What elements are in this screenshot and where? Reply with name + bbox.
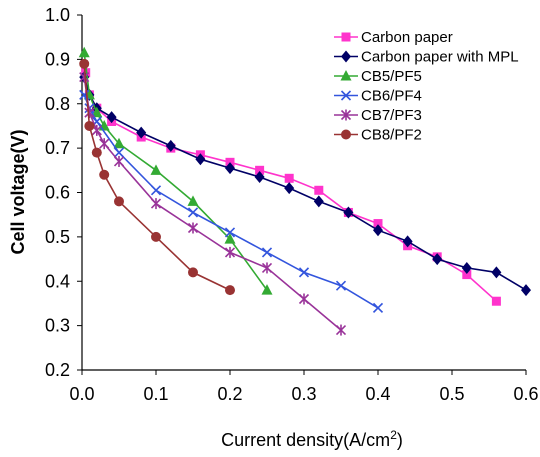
legend-label: CB6/PF4 bbox=[361, 88, 422, 105]
legend-item: CB6/PF4 bbox=[334, 88, 422, 105]
data-point bbox=[225, 285, 235, 296]
data-point bbox=[261, 262, 273, 274]
data-point bbox=[491, 266, 502, 279]
y-tick-label: 0.7 bbox=[45, 138, 70, 158]
data-point bbox=[284, 182, 295, 195]
data-point bbox=[255, 165, 265, 175]
data-point bbox=[113, 137, 125, 149]
data-point bbox=[373, 224, 383, 237]
data-point bbox=[284, 173, 294, 183]
data-point bbox=[78, 46, 90, 58]
legend-item: Carbon paper bbox=[334, 29, 453, 46]
series-cb6-pf4 bbox=[79, 89, 384, 313]
data-point bbox=[432, 253, 443, 266]
series-cb7-pf3 bbox=[79, 71, 347, 336]
data-point bbox=[224, 246, 236, 258]
series-carbon-paper-with-mpl bbox=[79, 71, 531, 297]
data-point bbox=[225, 162, 235, 175]
data-point bbox=[298, 267, 310, 278]
data-point bbox=[314, 185, 324, 195]
data-point bbox=[521, 284, 531, 297]
series-layer bbox=[78, 46, 531, 336]
y-tick-label: 1.0 bbox=[45, 5, 70, 25]
y-tick-label: 0.8 bbox=[45, 94, 70, 114]
y-tick-label: 0.4 bbox=[45, 271, 70, 291]
legend-label: CB5/PF5 bbox=[361, 68, 422, 85]
data-point bbox=[261, 284, 273, 295]
x-tick-label: 0.4 bbox=[365, 384, 390, 404]
data-point bbox=[150, 185, 162, 196]
data-point bbox=[187, 195, 199, 206]
data-point bbox=[254, 170, 265, 183]
legend-swatch-marker bbox=[340, 70, 352, 81]
data-point bbox=[187, 207, 199, 218]
data-point bbox=[402, 235, 413, 248]
y-tick-label: 0.9 bbox=[45, 49, 70, 69]
legend-item: CB8/PF2 bbox=[334, 127, 422, 144]
data-point bbox=[224, 233, 236, 244]
x-tick-label: 0.5 bbox=[439, 384, 464, 404]
data-point bbox=[99, 138, 110, 150]
data-point bbox=[335, 280, 347, 291]
data-point bbox=[99, 169, 110, 180]
legend-swatch-marker bbox=[341, 32, 351, 42]
legend-label: Carbon paper bbox=[361, 29, 453, 46]
data-point bbox=[79, 58, 90, 69]
data-point bbox=[188, 267, 198, 278]
data-point bbox=[343, 206, 354, 219]
plot-area bbox=[81, 15, 526, 371]
data-point bbox=[151, 231, 161, 242]
y-tick-label: 0.6 bbox=[45, 183, 70, 203]
x-tick-label: 0.6 bbox=[513, 384, 538, 404]
data-point bbox=[372, 302, 384, 313]
legend-item: CB7/PF3 bbox=[334, 107, 422, 124]
data-point bbox=[165, 139, 176, 152]
series-cb8-pf2 bbox=[79, 58, 235, 296]
y-tick-label: 0.3 bbox=[45, 316, 70, 336]
y-tick-label: 0.2 bbox=[45, 360, 70, 380]
legend-item: Carbon paper with MPL bbox=[334, 49, 519, 66]
legend-item: CB5/PF5 bbox=[334, 68, 422, 85]
y-tick-group: 0.2 0.3 0.4 0.5 0.6 0.7 0.8 0.9 1.0 bbox=[45, 5, 82, 380]
data-point bbox=[298, 293, 310, 305]
data-point bbox=[224, 227, 236, 238]
y-axis-title: Cell voltage(V) bbox=[8, 129, 28, 254]
x-tick-label: 0.3 bbox=[291, 384, 316, 404]
x-axis-title: Current density(A/cm2) bbox=[221, 428, 403, 450]
legend-label: Carbon paper with MPL bbox=[361, 49, 519, 66]
legend-label: CB7/PF3 bbox=[361, 107, 422, 124]
x-tick-label: 0.1 bbox=[143, 384, 168, 404]
data-point bbox=[150, 198, 162, 210]
data-point bbox=[91, 106, 103, 118]
data-point bbox=[136, 126, 147, 139]
data-point bbox=[335, 324, 347, 336]
data-point bbox=[261, 247, 273, 258]
legend-swatch-marker bbox=[341, 50, 351, 63]
data-point bbox=[113, 147, 125, 158]
data-point bbox=[114, 196, 124, 207]
legend-swatch-marker bbox=[340, 90, 352, 101]
legend-swatch-marker bbox=[341, 129, 351, 140]
data-point bbox=[84, 107, 95, 119]
data-point bbox=[461, 261, 472, 274]
data-point bbox=[187, 222, 199, 234]
data-point bbox=[150, 164, 162, 175]
legend-swatch-marker bbox=[340, 109, 352, 121]
data-point bbox=[84, 120, 95, 131]
x-tick-label: 0.2 bbox=[217, 384, 242, 404]
data-point bbox=[373, 219, 383, 229]
legend-label: CB8/PF2 bbox=[361, 127, 422, 144]
legend: Carbon paper Carbon paper with MPL CB5/PF5… bbox=[334, 29, 519, 144]
y-tick-label: 0.5 bbox=[45, 227, 70, 247]
data-point bbox=[491, 296, 501, 306]
data-point bbox=[195, 153, 206, 166]
data-point bbox=[113, 155, 125, 167]
x-tick-group: 0.0 0.1 0.2 0.3 0.4 0.5 0.6 bbox=[69, 370, 539, 404]
data-point bbox=[91, 147, 102, 158]
data-point bbox=[313, 195, 324, 208]
data-point bbox=[462, 270, 472, 280]
data-point bbox=[106, 111, 117, 124]
x-tick-label: 0.0 bbox=[69, 384, 94, 404]
